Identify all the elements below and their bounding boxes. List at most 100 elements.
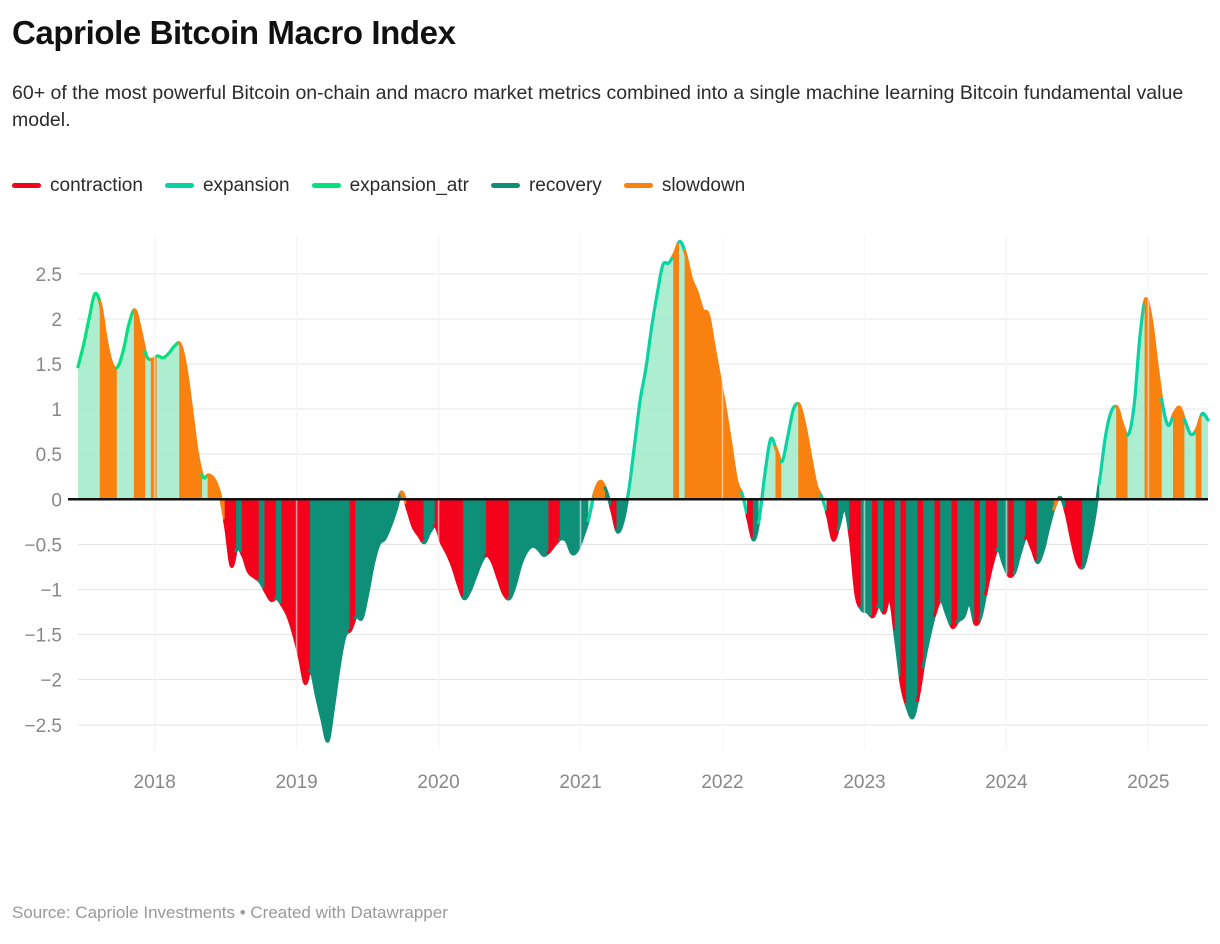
y-axis-tick-label: 1: [51, 400, 62, 421]
area-band-recovery: [877, 499, 885, 613]
area-band-recovery: [752, 499, 760, 540]
x-axis-tick-label: 2021: [559, 772, 601, 793]
series-line-recovery: [995, 547, 1011, 578]
area-band-slowdown: [1195, 413, 1203, 500]
series-line-contraction: [240, 551, 262, 583]
area-band-contraction: [1065, 499, 1084, 569]
y-axis-tick-label: 2: [51, 310, 62, 331]
legend-label: contraction: [50, 174, 143, 196]
area-band-slowdown: [99, 301, 118, 500]
series-group: [76, 239, 1210, 743]
area-band-expansion: [1201, 413, 1208, 500]
x-axis-tick-label: 2025: [1127, 772, 1169, 793]
legend-label: expansion: [202, 174, 290, 196]
area-band-expansion: [1127, 299, 1146, 500]
x-axis-labels: 2018 2019 2020 2021 2022 2023 2024 2025: [134, 772, 1170, 793]
series-line-recovery: [921, 610, 938, 669]
x-axis-tick-label: 2018: [134, 772, 176, 793]
y-axis-tick-label: −1: [40, 580, 62, 601]
series-line-recovery: [955, 601, 977, 626]
legend-item-expansion_atr[interactable]: expansion_atr: [311, 176, 469, 195]
y-axis-tick-label: 1.5: [36, 355, 62, 376]
area-band-recovery: [236, 499, 243, 556]
area-band-contraction: [747, 499, 754, 540]
series-line-contraction: [404, 503, 426, 545]
area-band-recovery: [309, 499, 351, 742]
series-line-recovery: [558, 515, 591, 556]
series-line-expansion_atr: [115, 308, 137, 370]
series-line-contraction: [1023, 535, 1040, 565]
x-axis-tick-label: 2019: [275, 772, 317, 793]
area-band-expansion_atr: [145, 351, 152, 500]
series-line-contraction: [881, 596, 898, 641]
series-line-recovery: [904, 694, 920, 720]
area-band-recovery: [258, 499, 266, 592]
area-band-contraction: [406, 499, 425, 543]
area-band-expansion: [1099, 406, 1118, 500]
area-band-contraction: [826, 499, 839, 541]
series-line-slowdown: [683, 249, 744, 497]
area-band-contraction: [974, 499, 981, 625]
series-line-contraction: [223, 518, 239, 569]
area-band-slowdown: [133, 309, 147, 500]
series-line-recovery: [461, 553, 489, 601]
y-axis-tick-label: −2: [40, 671, 62, 692]
area-band-contraction: [900, 499, 908, 707]
series-line-contraction: [984, 547, 1000, 596]
area-band-recovery: [957, 499, 976, 624]
series-line-expansion: [1199, 411, 1210, 422]
area-band-expansion_atr: [156, 342, 181, 500]
area-band-slowdown: [684, 250, 743, 500]
y-axis-tick-label: 0.5: [36, 445, 62, 466]
series-line-expansion: [1125, 297, 1148, 437]
legend-item-contraction[interactable]: contraction: [12, 176, 143, 195]
series-line-slowdown: [98, 300, 120, 370]
area-band-expansion: [627, 254, 675, 500]
area-band-contraction: [872, 499, 879, 617]
x-axis-tick-label: 2020: [417, 772, 459, 793]
area-band-expansion_atr: [116, 309, 135, 500]
series-line-slowdown: [206, 473, 228, 528]
area-band-contraction: [1025, 499, 1038, 563]
series-line-slowdown: [796, 402, 824, 500]
area-band-contraction: [934, 499, 942, 616]
legend-item-slowdown[interactable]: slowdown: [623, 174, 746, 196]
series-line-expansion: [1097, 404, 1119, 486]
area-band-recovery: [940, 499, 953, 628]
area-band-slowdown: [179, 342, 203, 500]
series-line-recovery: [507, 544, 551, 601]
series-line-recovery: [308, 628, 353, 743]
area-band-recovery: [1036, 499, 1055, 563]
x-axis-tick-label: 2022: [701, 772, 743, 793]
legend-label: slowdown: [661, 174, 746, 196]
chart-source-note: Source: Capriole Investments • Created w…: [12, 903, 448, 922]
series-line-expansion: [756, 436, 779, 525]
series-line-recovery: [938, 598, 955, 629]
area-band-slowdown: [207, 474, 226, 527]
series-line-recovery: [353, 490, 404, 622]
series-line-slowdown: [1171, 405, 1187, 424]
legend-swatch-expansion_atr: [311, 182, 341, 188]
area-band-recovery: [559, 499, 590, 554]
legend-swatch-slowdown: [623, 182, 653, 188]
x-axis-tick-label: 2023: [843, 772, 885, 793]
area-band-expansion: [1184, 419, 1197, 500]
series-line-expansion: [1160, 397, 1176, 428]
series-line-contraction: [847, 528, 864, 611]
area-band-recovery: [463, 499, 487, 599]
series-line-recovery: [614, 488, 631, 534]
legend-item-expansion[interactable]: expansion: [164, 174, 290, 196]
y-axis-tick-label: −2.5: [24, 716, 62, 737]
legend-swatch-contraction: [12, 182, 41, 188]
series-line-expansion: [779, 401, 801, 464]
area-band-contraction: [224, 499, 237, 567]
x-axis-tick-label: 2024: [985, 772, 1028, 793]
area-band-recovery: [508, 499, 550, 599]
area-band-recovery: [1013, 499, 1027, 574]
legend-item-recovery[interactable]: recovery: [490, 174, 602, 196]
legend-label: recovery: [528, 174, 602, 196]
area-band-recovery: [275, 499, 283, 606]
area-band-contraction: [917, 499, 925, 701]
y-axis-tick-label: −1.5: [24, 626, 62, 647]
